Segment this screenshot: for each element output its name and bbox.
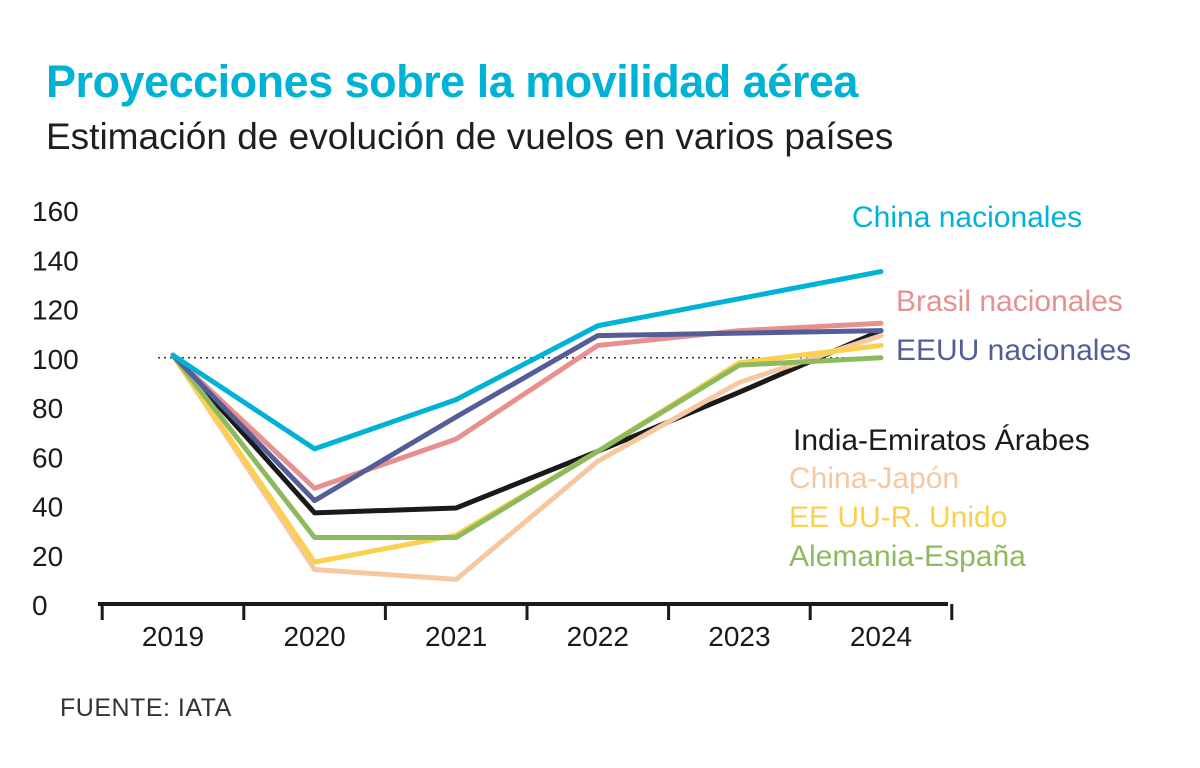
y-tick-label: 40 <box>32 492 63 523</box>
source-note: FUENTE: IATA <box>60 694 232 722</box>
series-label: China-Japón <box>789 462 959 495</box>
x-tick-label: 2020 <box>283 621 345 652</box>
series-label: Brasil nacionales <box>896 285 1123 318</box>
y-tick-label: 100 <box>32 344 79 375</box>
y-tick-label: 80 <box>32 393 63 424</box>
x-tick-label: 2024 <box>850 621 912 652</box>
series-line-eeuu-nacionales <box>170 328 884 504</box>
x-tick-label: 2022 <box>567 621 629 652</box>
series-label: EEUU nacionales <box>896 334 1131 367</box>
y-tick-label: 20 <box>32 541 63 572</box>
x-tick-label: 2023 <box>708 621 770 652</box>
series-label: EE UU-R. Unido <box>789 501 1007 534</box>
chart-subtitle: Estimación de evolución de vuelos en var… <box>46 116 894 157</box>
y-tick-label: 140 <box>32 245 79 276</box>
x-tick-label: 2021 <box>425 621 487 652</box>
series-label: Alemania-España <box>789 540 1026 573</box>
series-line-china-jap-n <box>170 333 884 582</box>
series-line-india-emiratos-rabes <box>170 328 884 516</box>
y-tick-label: 120 <box>32 295 79 326</box>
chart-title: Proyecciones sobre la movilidad aérea <box>46 56 858 107</box>
series-label: India-Emiratos Árabes <box>793 424 1090 457</box>
series-line-brasil-nacionales <box>170 320 884 491</box>
series-line-china-nacionales <box>170 269 884 452</box>
x-tick-label: 2019 <box>142 621 204 652</box>
y-tick-label: 60 <box>32 442 63 473</box>
y-tick-label: 0 <box>32 590 48 621</box>
series-label: China nacionales <box>852 201 1082 234</box>
series-line-alemania-espa-a <box>170 352 884 541</box>
y-tick-label: 160 <box>32 196 79 227</box>
